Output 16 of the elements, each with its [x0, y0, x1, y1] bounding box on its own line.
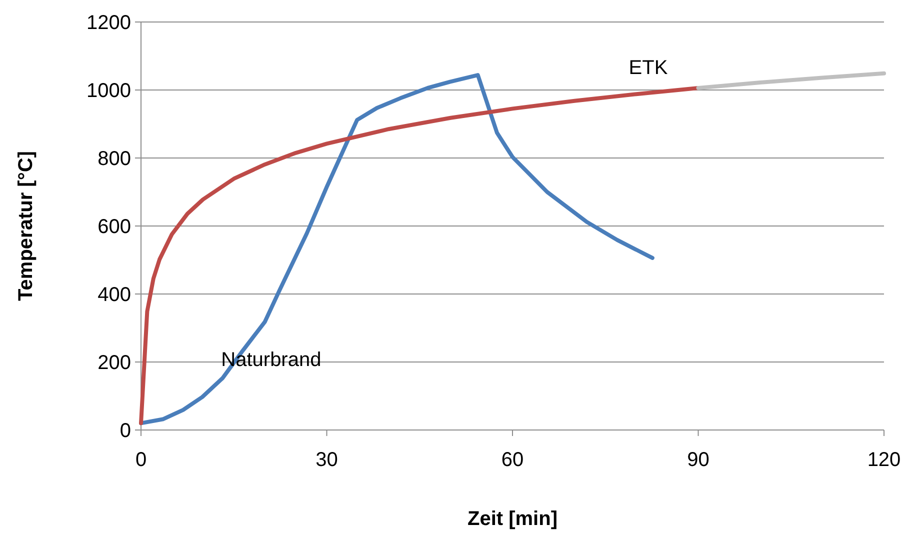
y-tick-label: 800	[98, 148, 131, 170]
x-tick-label: 0	[135, 449, 147, 471]
x-tick-label: 30	[316, 449, 338, 471]
series-label: ETK	[628, 56, 668, 79]
x-tick-label: 90	[687, 449, 710, 471]
y-axis-title: Temperatur [°C]	[15, 151, 37, 301]
y-tick-label: 1200	[86, 12, 131, 34]
x-tick-label: 120	[867, 449, 901, 471]
y-tick-label: 200	[98, 352, 131, 374]
y-tick-label: 1000	[86, 80, 131, 102]
y-tick-label: 0	[120, 420, 131, 442]
line-series	[696, 71, 886, 90]
x-tick-label: 60	[501, 449, 524, 471]
y-tick-label: 400	[98, 284, 131, 306]
y-tick-label: 600	[98, 216, 131, 238]
x-axis-title: Zeit [min]	[468, 508, 558, 530]
